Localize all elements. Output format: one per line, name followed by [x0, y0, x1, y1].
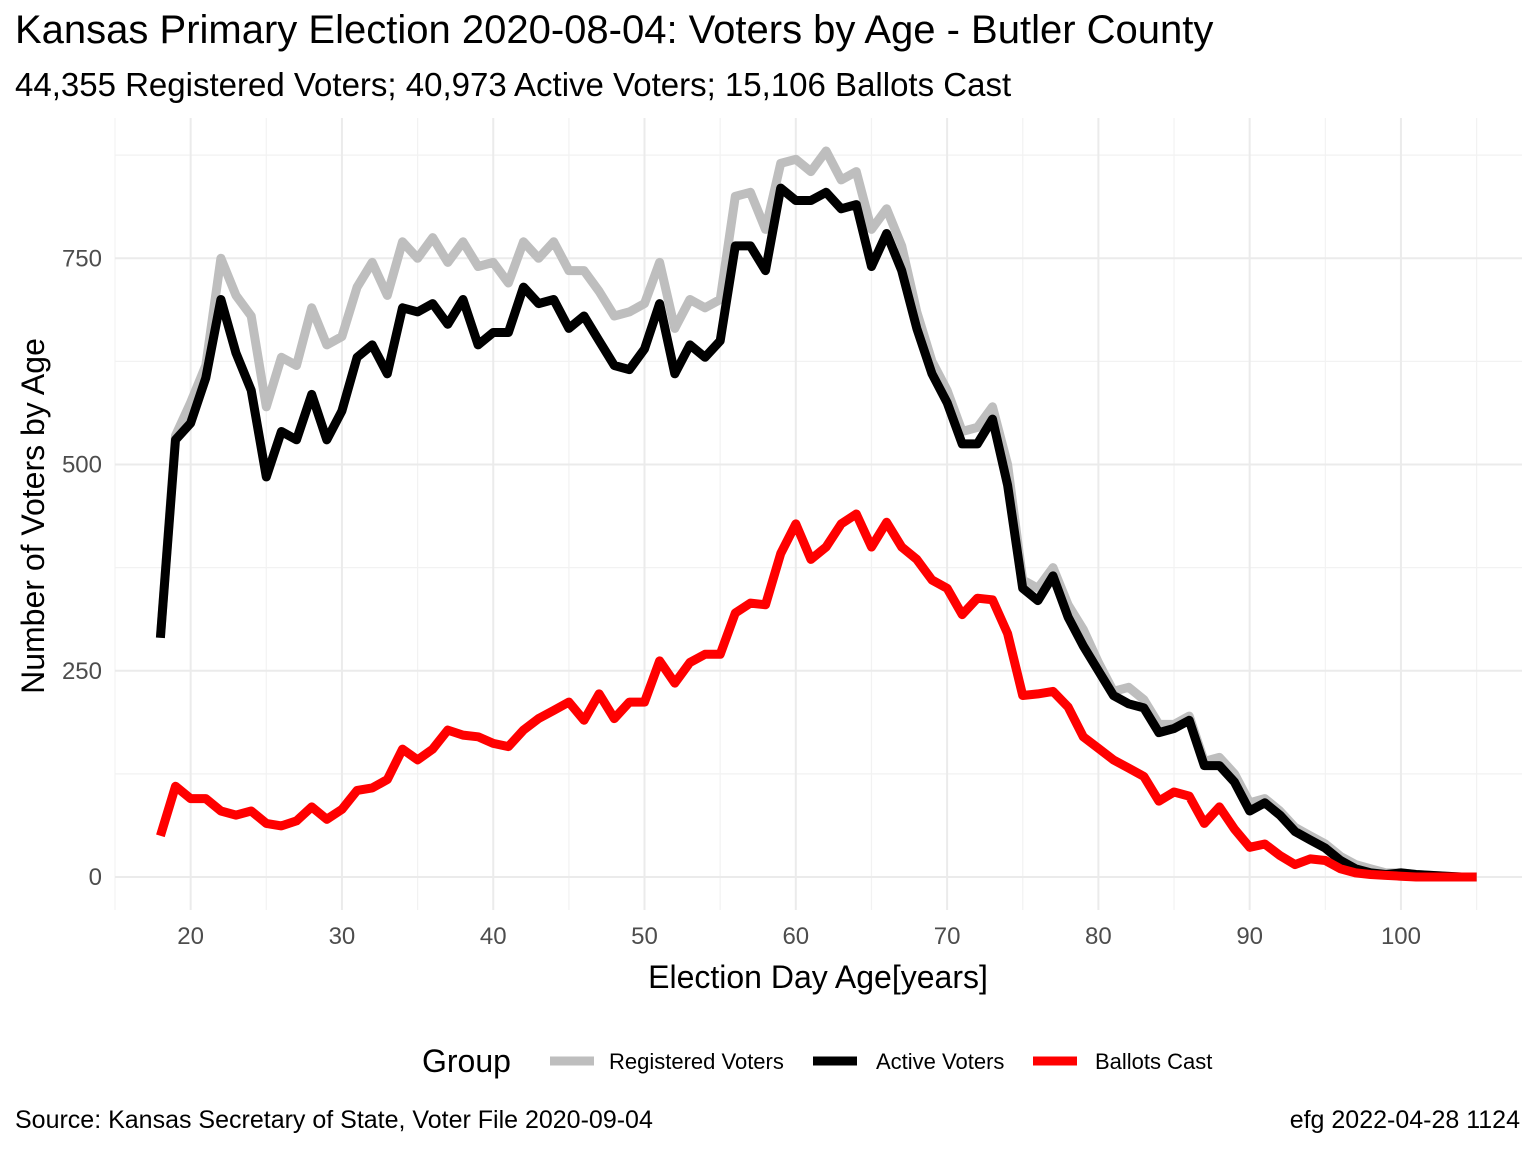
legend-title: Group — [422, 1043, 511, 1079]
series-line-active-voters — [155, 183, 1477, 882]
legend-label-active-voters: Active Voters — [876, 1049, 1004, 1074]
series-line-registered-voters — [155, 146, 1477, 882]
chart-title: Kansas Primary Election 2020-08-04: Vote… — [15, 8, 1214, 52]
y-axis-label: Number of Voters by Age — [15, 338, 51, 694]
x-tick-label: 50 — [631, 923, 658, 950]
y-tick-label: 250 — [62, 658, 102, 685]
y-tick-label: 750 — [62, 245, 102, 272]
x-tick-label: 30 — [329, 923, 356, 950]
legend-label-ballots-cast: Ballots Cast — [1095, 1049, 1212, 1074]
x-tick-label: 40 — [480, 923, 507, 950]
legend-label-registered-voters: Registered Voters — [609, 1049, 784, 1074]
x-tick-label: 90 — [1236, 923, 1263, 950]
tick-labels: 20 30 40 50 60 70 80 90 100 0 250 500 750 — [62, 245, 1421, 950]
series-line-ballots-cast — [156, 509, 1477, 882]
line-chart: 20 30 40 50 60 70 80 90 100 0 250 500 750 Election D… — [15, 118, 1522, 1079]
x-tick-label: 20 — [177, 923, 204, 950]
y-tick-label: 500 — [62, 452, 102, 479]
y-tick-label: 0 — [89, 864, 102, 891]
minor-gridlines — [114, 118, 1522, 910]
x-tick-label: 70 — [934, 923, 961, 950]
x-tick-label: 80 — [1085, 923, 1112, 950]
major-gridlines — [115, 118, 1522, 910]
chart-subtitle: 44,355 Registered Voters; 40,973 Active … — [15, 66, 1012, 103]
x-tick-label: 60 — [782, 923, 809, 950]
source-caption: Source: Kansas Secretary of State, Voter… — [15, 1106, 653, 1134]
x-tick-label: 100 — [1381, 923, 1421, 950]
series-lines — [155, 146, 1477, 882]
legend: Group Registered Voters Active Voters Ball… — [422, 1043, 1212, 1079]
credit-caption: efg 2022-04-28 1124 — [1289, 1106, 1520, 1134]
x-axis-label: Election Day Age[years] — [648, 959, 988, 995]
